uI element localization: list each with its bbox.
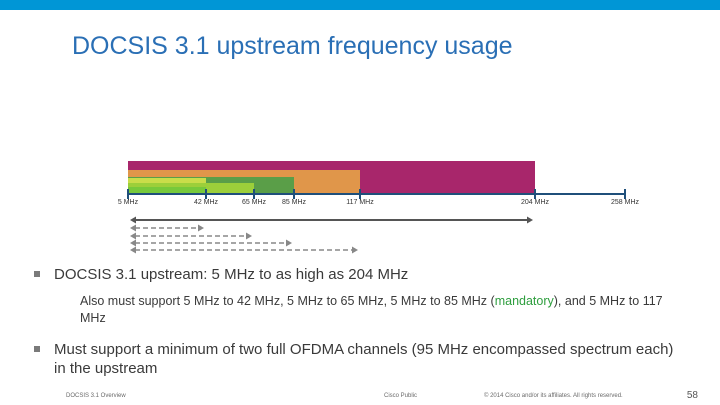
tick-label-5: 5 MHz [117,199,139,206]
arrowhead-icon [130,239,136,247]
arrowhead-icon [286,239,292,247]
tick-label-42: 42 MHz [193,199,219,206]
footer-center: Cisco Public [384,393,418,399]
mandatory-highlight: mandatory [494,294,554,308]
band-5-42 [128,187,206,194]
arrowhead-icon [198,224,204,232]
tick-label-258: 258 MHz [610,199,640,206]
footer-left: DOCSIS 3.1 Overview [66,393,126,399]
bullet-marker [34,346,40,352]
tick-label-204: 204 MHz [520,199,550,206]
bullet-marker [34,271,40,277]
arrowhead-icon [527,216,533,224]
bullet-1-sub-post: ), and 5 MHz to 117 MHz [80,294,663,325]
tick-label-117: 117 MHz [346,199,374,206]
bullet-2-text: Must support a minimum of two full OFDMA… [54,341,674,377]
bullet-1-sub-pre: Also must support 5 MHz to 42 MHz, 5 MHz… [80,294,495,308]
arrowhead-icon [130,232,136,240]
arrowhead-icon [130,216,136,224]
tick-label-65: 65 MHz [241,199,267,206]
bullet-1-text: DOCSIS 3.1 upstream: 5 MHz to as high as… [54,266,409,283]
bullet-2: Must support a minimum of two full OFDMA… [34,340,674,378]
arrowhead-icon [246,232,252,240]
arrowhead-icon [130,246,136,254]
bullet-1-subtext: Also must support 5 MHz to 42 MHz, 5 MHz… [80,293,670,327]
top-accent-bar [0,0,720,10]
footer-right: © 2014 Cisco and/or its affiliates. All … [484,393,623,399]
tick-label-85: 85 MHz [281,199,307,206]
arrowhead-icon [352,246,358,254]
arrowhead-icon [130,224,136,232]
slide-title: DOCSIS 3.1 upstream frequency usage [72,32,513,60]
page-number: 58 [686,390,698,401]
frequency-diagram [127,161,626,254]
bullet-1: DOCSIS 3.1 upstream: 5 MHz to as high as… [34,265,409,284]
